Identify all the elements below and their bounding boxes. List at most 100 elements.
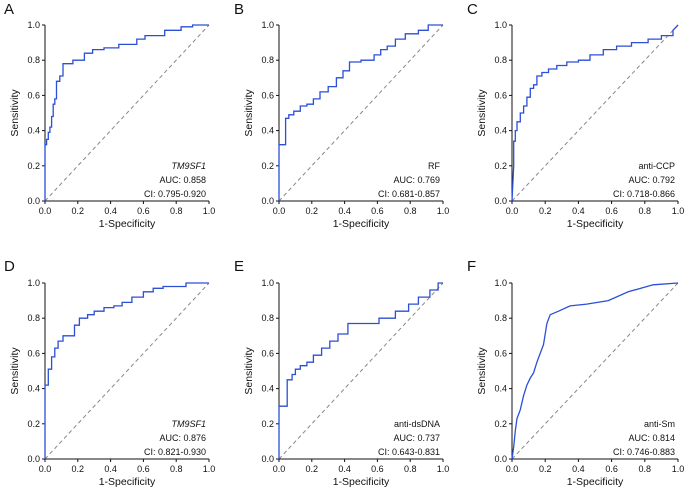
roc-curve-line [278,282,443,459]
y-tick-label: 0.2 [261,419,274,429]
marker-name-label: anti-Sm [644,419,675,429]
reference-diagonal [278,24,444,202]
y-tick-label: 0.4 [494,126,507,136]
y-axis-title: Sensitivity [243,347,255,395]
y-tick-label: 0.4 [27,384,40,394]
y-tick-label: 0.4 [27,126,40,136]
x-tick-label: 0.8 [170,464,183,474]
y-axis-title: Sensitivity [476,89,488,137]
marker-name-label: TM9SF1 [171,161,206,171]
roc-panel-e: E 0.0 0.2 0.4 0.6 0.8 1.0 0.0 0.2 0.4 0.6 0.8 1.0 1-S… [234,258,449,487]
x-tick-label: 0.6 [371,206,384,216]
x-tick-label: 0.0 [273,464,286,474]
x-tick-label: 0.4 [104,206,117,216]
marker-name-label: anti-CCP [638,161,675,171]
x-tick-label: 0.0 [506,464,519,474]
x-tick-label: 0.0 [506,206,519,216]
y-axis-title: Sensitivity [9,89,21,137]
y-tick-label: 0.8 [27,313,40,323]
roc-curve-line [278,24,443,201]
panel-label: D [4,258,15,275]
y-tick-label: 1.0 [494,278,507,288]
ci-label: CI: 0.821-0.930 [144,447,206,457]
roc-panel-d: D 0.0 0.2 0.4 0.6 0.8 1.0 0.0 0.2 0.4 0.6 0.8 1.0 1-S… [4,258,215,487]
y-tick-label: 1.0 [494,20,507,30]
panel-label: F [467,258,476,275]
x-tick-label: 0.2 [72,464,85,474]
y-tick-label: 0.6 [261,348,274,358]
ci-label: CI: 0.795-0.920 [144,189,206,199]
y-tick-label: 0.6 [494,90,507,100]
y-tick-label: 0.8 [261,55,274,65]
x-axis-title: 1-Specificity [333,218,390,230]
x-axis-title: 1-Specificity [567,476,624,487]
y-tick-label: 0.8 [494,313,507,323]
roc-panel-c: C 0.0 0.2 0.4 0.6 0.8 1.0 0.0 0.2 0.4 0.6 0.8 1.0 1-S… [467,1,684,230]
roc-curve-line [511,24,679,202]
y-tick-label: 1.0 [27,278,40,288]
y-tick-label: 0.0 [494,454,507,464]
y-tick-label: 1.0 [261,278,274,288]
ci-label: CI: 0.681-0.857 [378,189,440,199]
panel-label: B [234,1,244,18]
x-axis-title: 1-Specificity [333,476,390,487]
x-tick-label: 0.0 [39,206,52,216]
y-tick-label: 0.0 [261,454,274,464]
x-tick-label: 0.4 [338,206,351,216]
marker-name-label: TM9SF1 [171,419,206,429]
auc-label: AUC: 0.737 [393,433,440,443]
x-tick-label: 1.0 [437,464,450,474]
y-axis-title: Sensitivity [243,89,255,137]
y-tick-label: 0.0 [494,196,507,206]
x-tick-label: 0.0 [39,464,52,474]
roc-curve-line [44,24,209,201]
x-axis-title: 1-Specificity [99,476,156,487]
y-tick-label: 0.0 [261,196,274,206]
x-tick-label: 0.8 [639,464,652,474]
y-tick-label: 0.4 [494,384,507,394]
roc-panel-f: F 0.0 0.2 0.4 0.6 0.8 1.0 0.0 0.2 0.4 0.6 0.8 1.0 1-S… [467,258,684,487]
y-tick-label: 0.2 [27,419,40,429]
roc-panel-b: B 0.0 0.2 0.4 0.6 0.8 1.0 0.0 0.2 0.4 0.6 0.8 1.0 1-S… [234,1,449,230]
x-tick-label: 0.4 [572,464,585,474]
x-tick-label: 0.2 [539,206,552,216]
x-tick-label: 0.4 [338,464,351,474]
reference-diagonal [44,24,210,202]
y-tick-label: 0.0 [27,196,40,206]
panel-label: E [234,258,244,275]
y-tick-label: 0.2 [494,419,507,429]
y-tick-label: 0.4 [261,384,274,394]
auc-label: AUC: 0.876 [159,433,206,443]
ci-label: CI: 0.643-0.831 [378,447,440,457]
y-tick-label: 0.6 [27,348,40,358]
x-tick-label: 0.2 [306,206,319,216]
y-tick-label: 0.6 [494,348,507,358]
auc-label: AUC: 0.858 [159,175,206,185]
auc-label: AUC: 0.792 [628,175,675,185]
reference-diagonal [511,282,679,460]
y-tick-label: 0.2 [261,161,274,171]
x-tick-label: 0.2 [539,464,552,474]
reference-diagonal [278,282,444,460]
x-tick-label: 0.6 [605,464,618,474]
x-axis-title: 1-Specificity [99,218,156,230]
y-tick-label: 0.6 [27,90,40,100]
x-tick-label: 0.6 [371,464,384,474]
ci-label: CI: 0.746-0.883 [613,447,675,457]
x-tick-label: 0.8 [404,206,417,216]
x-tick-label: 0.6 [137,464,150,474]
y-tick-label: 1.0 [27,20,40,30]
x-tick-label: 1.0 [672,464,685,474]
y-tick-label: 0.8 [261,313,274,323]
y-tick-label: 0.6 [261,90,274,100]
x-tick-label: 1.0 [437,206,450,216]
x-axis-title: 1-Specificity [567,218,624,230]
x-tick-label: 0.8 [170,206,183,216]
roc-curve-line [511,282,679,460]
y-tick-label: 0.2 [27,161,40,171]
y-tick-label: 0.4 [261,126,274,136]
x-tick-label: 0.8 [639,206,652,216]
x-tick-label: 0.0 [273,206,286,216]
auc-label: AUC: 0.814 [628,433,675,443]
